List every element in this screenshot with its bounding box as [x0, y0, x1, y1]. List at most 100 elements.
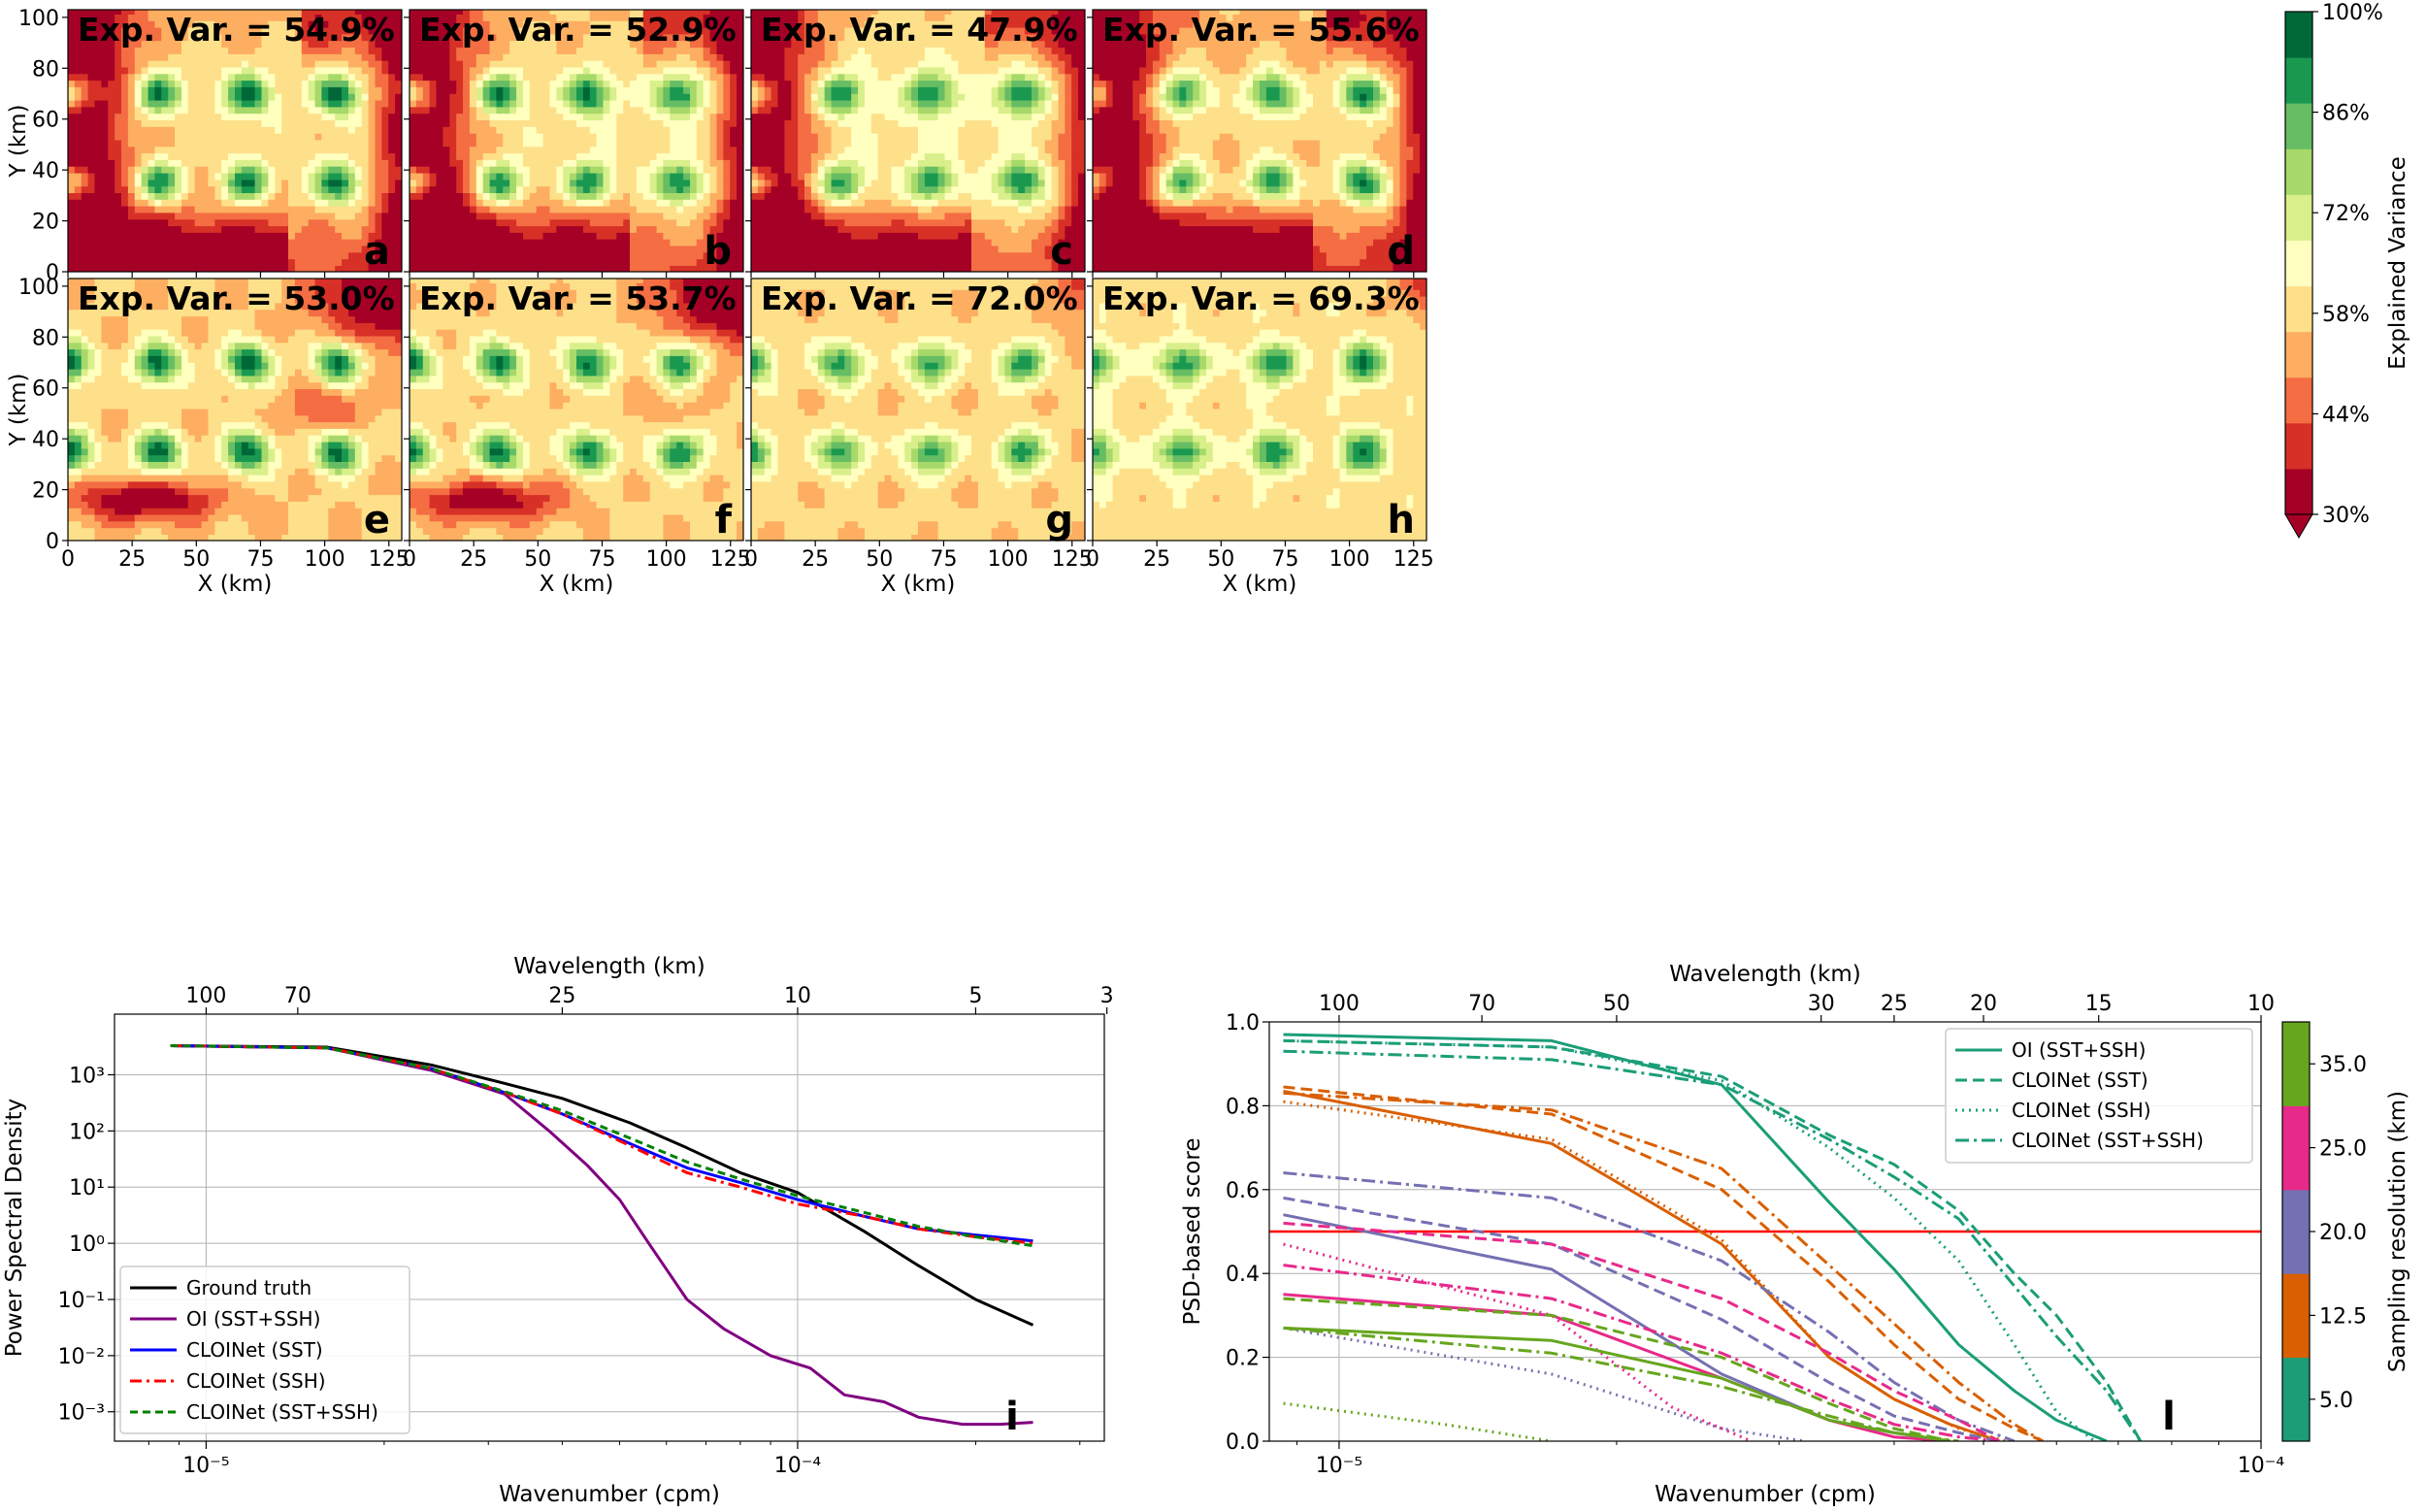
contour-field: [1093, 279, 1426, 541]
panel-frame: [67, 9, 403, 273]
map-panel-g: Exp. Var. = 72.0% g 0 25 50 75 100 125 X (km): [744, 278, 1093, 597]
x-tick-label: 0: [403, 547, 416, 572]
x-tick-label: 75: [588, 547, 615, 572]
panel-frame: [1092, 278, 1427, 542]
y-axis-label: PSD-based score: [1180, 1137, 1205, 1325]
y-tick-label: 100: [18, 276, 59, 300]
map-panel-b: Exp. Var. = 52.9% b: [404, 9, 744, 278]
axes-frame: [1268, 1021, 2262, 1442]
x-tick-label: 75: [246, 547, 274, 572]
series-line: [170, 1044, 1033, 1248]
map-panel-c: Exp. Var. = 47.9% c: [745, 9, 1086, 278]
y-tick-label: 0: [46, 530, 59, 554]
y-axis-label: Y (km): [6, 373, 31, 446]
series-line: [1283, 1326, 1959, 1441]
contour-field: [751, 279, 1085, 541]
panel-letter: b: [704, 229, 732, 274]
explained-variance-text: Exp. Var. = 54.9%: [78, 11, 395, 49]
y-tick-label: 10⁻³: [58, 1401, 105, 1426]
colorbar-tick-label: 44%: [2322, 403, 2370, 427]
panel-letter: e: [364, 498, 390, 542]
y-tick-label: 0: [46, 261, 59, 285]
x-tick-label: 125: [710, 547, 751, 572]
series-line: [1283, 1038, 2096, 1441]
colorbar-segment: [2285, 12, 2312, 58]
x-tick-label: 100: [305, 547, 345, 572]
x-axis-label: X (km): [1223, 572, 1297, 597]
top-axis-label: Wavelength (km): [513, 954, 705, 979]
x-axis-label: X (km): [198, 572, 273, 597]
legend-entry: OI (SST+SSH): [186, 1307, 320, 1331]
x-tick-label: 125: [369, 547, 410, 572]
y-tick-label: 40: [32, 428, 59, 452]
x-tick-label: 50: [524, 547, 551, 572]
colorbar-segment: [2285, 194, 2312, 241]
psd-chart: 10⁻⁵ 10⁻⁴ 10⁻³ 10⁻² 10⁻¹ 10⁰ 10¹ 10² 10³ 100 70 25 1…: [2, 954, 1114, 1507]
colorbar-tick-label: 20.0: [2319, 1221, 2367, 1245]
legend: Ground truth OI (SST+SSH) CLOINet (SST) CLO…: [119, 1265, 410, 1434]
series-line: [1283, 1049, 2143, 1441]
contour-field: [751, 10, 1085, 272]
y-tick-label: 0.0: [1226, 1430, 1260, 1455]
series-line: [1283, 1091, 2044, 1441]
x-tick-label: 25: [118, 547, 146, 572]
y-tick-label: 40: [32, 159, 59, 183]
x-tick-label: 0: [61, 547, 75, 572]
panel-frame: [750, 278, 1086, 542]
sampling-colorbar: 5.0 12.5 20.0 25.0 35.0 Sampling resolution (…: [2281, 1021, 2410, 1442]
series-line: [170, 1044, 1033, 1427]
x-tick-label: 25: [802, 547, 829, 572]
x-axis-label: Wavenumber (cpm): [499, 1482, 720, 1507]
x-tick-label: 0: [1086, 547, 1099, 572]
x-tick-label: 25: [460, 547, 487, 572]
top-tick-label: 25: [1881, 992, 1908, 1016]
top-tick-label: 25: [548, 984, 575, 1008]
x-tick-label: 50: [866, 547, 893, 572]
y-tick-label: 0.6: [1226, 1179, 1260, 1203]
x-tick-label: 50: [1207, 547, 1234, 572]
series-line: [1283, 1293, 1951, 1441]
x-tick-label: 100: [646, 547, 687, 572]
top-tick-label: 70: [284, 984, 311, 1008]
colorbar-segment: [2285, 422, 2312, 470]
colorbar-tick-label: 12.5: [2319, 1304, 2367, 1329]
contour-field: [68, 10, 402, 272]
top-tick-label: 10: [784, 984, 811, 1008]
colorbar-label: Sampling resolution (km): [2385, 1091, 2410, 1372]
series-line: [1283, 1242, 1753, 1441]
legend-entry: CLOINet (SSH): [2012, 1099, 2151, 1122]
panel-frame: [409, 278, 744, 542]
x-tick-label: 100: [988, 547, 1029, 572]
y-tick-label: 10⁰: [69, 1233, 105, 1257]
y-tick-label: 10¹: [69, 1176, 105, 1200]
psd-score-chart: 10⁻⁵ 10⁻⁴ 0.0 0.2 0.4 0.6 0.8 1.0 100 70 50 30 25 20 1…: [1180, 962, 2410, 1507]
series-line: [1283, 1221, 2000, 1441]
series-line: [1283, 1171, 2016, 1441]
x-tick-label: 10⁻⁴: [2238, 1454, 2285, 1478]
y-tick-label: 10⁻²: [58, 1345, 105, 1369]
explained-variance-text: Exp. Var. = 53.0%: [78, 279, 395, 317]
panel-frame: [750, 9, 1086, 273]
series-line: [1283, 1196, 2000, 1441]
colorbar-tick-label: 25.0: [2319, 1137, 2367, 1162]
x-tick-label: 10⁻⁴: [774, 1454, 822, 1478]
y-tick-label: 80: [32, 326, 59, 350]
legend-entry: CLOINet (SST+SSH): [2012, 1129, 2204, 1152]
x-tick-label: 125: [1052, 547, 1093, 572]
explained-variance-text: Exp. Var. = 69.3%: [1102, 279, 1420, 317]
x-tick-label: 50: [182, 547, 210, 572]
top-tick-label: 50: [1603, 992, 1630, 1016]
x-axis-label: X (km): [540, 572, 614, 597]
x-axis-label: X (km): [881, 572, 956, 597]
legend-entry: CLOINet (SST): [2012, 1068, 2148, 1092]
series-line: [1283, 1038, 2143, 1441]
top-tick-label: 30: [1808, 992, 1835, 1016]
explained-variance-text: Exp. Var. = 72.0%: [761, 279, 1078, 317]
explained-variance-text: Exp. Var. = 52.9%: [419, 11, 737, 49]
series-line: [1283, 1264, 2000, 1441]
series-line: [170, 1044, 1034, 1327]
colorbar-tick-label: 30%: [2322, 504, 2370, 528]
colorbar-segment: [2282, 1022, 2310, 1106]
colorbar-segment: [2285, 377, 2312, 424]
